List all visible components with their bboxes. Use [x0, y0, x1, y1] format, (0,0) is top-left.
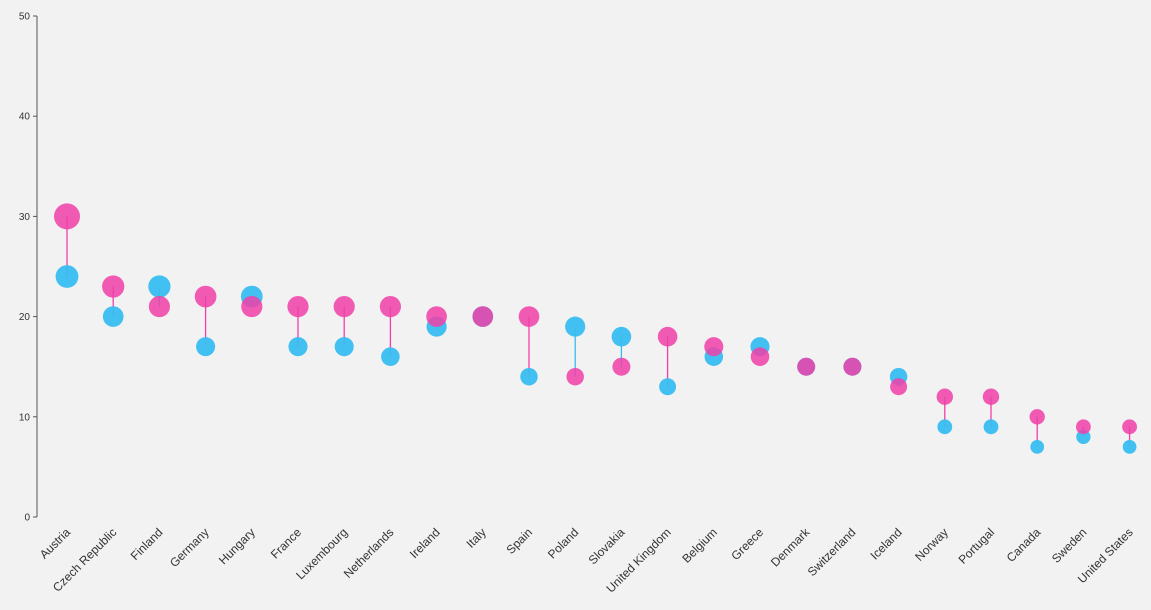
- point-blue[interactable]: [148, 275, 171, 298]
- x-tick-label: Portugal: [956, 525, 998, 567]
- y-tick-label: 40: [19, 112, 31, 123]
- x-tick-label: Hungary: [216, 525, 258, 567]
- point-pink[interactable]: [194, 285, 217, 308]
- point-blue[interactable]: [1122, 439, 1137, 454]
- y-tick-label: 20: [19, 312, 31, 323]
- point-blue[interactable]: [659, 378, 677, 396]
- point-pink[interactable]: [379, 295, 401, 318]
- x-tick-label: Netherlands: [341, 525, 397, 581]
- point-pink[interactable]: [241, 295, 263, 318]
- point-blue[interactable]: [196, 337, 216, 357]
- point-pink[interactable]: [566, 367, 584, 386]
- y-tick-label: 0: [24, 513, 30, 524]
- x-tick-label: Slovakia: [586, 525, 628, 567]
- x-tick-label: France: [268, 525, 305, 562]
- y-axis: 0 10 20 30 40 50: [19, 12, 38, 524]
- x-tick-label: Greece: [728, 525, 766, 563]
- x-tick-label: Italy: [463, 525, 488, 550]
- point-pink[interactable]: [426, 306, 447, 327]
- y-tick-label: 10: [19, 412, 31, 423]
- point-blue[interactable]: [520, 367, 538, 386]
- point-blue[interactable]: [565, 316, 586, 337]
- x-tick-label: Belgium: [679, 525, 720, 566]
- point-pink[interactable]: [472, 306, 494, 327]
- x-tick-label: Denmark: [768, 525, 813, 570]
- point-pink[interactable]: [333, 295, 355, 318]
- point-pink[interactable]: [704, 337, 724, 357]
- point-pink[interactable]: [657, 326, 678, 347]
- point-pink[interactable]: [843, 357, 862, 376]
- point-blue[interactable]: [288, 337, 308, 357]
- y-tick-label: 50: [19, 12, 31, 23]
- point-pink[interactable]: [890, 378, 908, 396]
- point-pink[interactable]: [102, 275, 125, 298]
- x-tick-label: Germany: [167, 525, 212, 570]
- point-blue[interactable]: [55, 265, 79, 288]
- point-blue[interactable]: [937, 419, 953, 435]
- point-pink[interactable]: [518, 306, 540, 327]
- point-pink[interactable]: [936, 388, 953, 405]
- x-tick-label: Iceland: [867, 525, 904, 562]
- point-pink[interactable]: [1076, 419, 1091, 435]
- point-blue[interactable]: [611, 326, 632, 347]
- point-blue[interactable]: [1030, 439, 1045, 454]
- point-pink[interactable]: [750, 347, 770, 366]
- x-tick-label: Finland: [128, 525, 166, 563]
- x-tick-label: Ireland: [407, 525, 443, 561]
- x-tick-label: Sweden: [1049, 525, 1090, 566]
- x-tick-label: Austria: [37, 525, 74, 562]
- data-points: [54, 203, 1137, 454]
- x-tick-label: Canada: [1004, 525, 1044, 565]
- x-tick-label: Switzerland: [805, 525, 859, 579]
- point-pink[interactable]: [287, 295, 309, 318]
- point-pink[interactable]: [1029, 409, 1045, 425]
- point-pink[interactable]: [1122, 419, 1137, 435]
- point-pink[interactable]: [982, 388, 1000, 405]
- point-pink[interactable]: [797, 357, 816, 376]
- x-tick-label: Norway: [912, 525, 951, 564]
- point-pink[interactable]: [148, 295, 170, 318]
- point-blue[interactable]: [102, 306, 124, 327]
- y-tick-label: 30: [19, 212, 31, 223]
- x-tick-label: Poland: [545, 525, 581, 561]
- connector-lines: [66, 216, 1131, 447]
- point-blue[interactable]: [334, 337, 354, 357]
- point-pink[interactable]: [54, 203, 80, 230]
- point-blue[interactable]: [983, 419, 999, 435]
- x-tick-label: Spain: [504, 525, 536, 557]
- point-pink[interactable]: [612, 357, 631, 376]
- point-blue[interactable]: [381, 347, 400, 366]
